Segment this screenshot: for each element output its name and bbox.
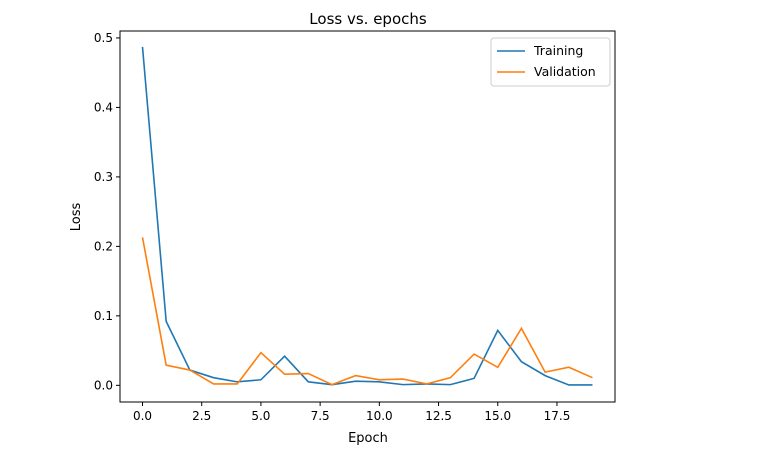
series-line-validation: [143, 237, 593, 384]
x-axis-label: Epoch: [348, 431, 388, 446]
legend: Training Validation: [491, 38, 610, 86]
x-tick-label: 7.5: [311, 409, 330, 423]
x-tick-label: 12.5: [425, 409, 452, 423]
chart-title: Loss vs. epochs: [309, 10, 427, 28]
legend-label: Validation: [534, 64, 596, 79]
y-axis-label: Loss: [69, 203, 84, 232]
x-tick-label: 17.5: [544, 409, 571, 423]
x-tick-label: 15.0: [484, 409, 511, 423]
y-tick-label: 0.3: [94, 170, 113, 184]
x-tick-label: 2.5: [192, 409, 211, 423]
x-tick-label: 5.0: [251, 409, 270, 423]
y-tick-label: 0.0: [94, 378, 113, 392]
x-tick-label: 0.0: [133, 409, 152, 423]
y-tick-label: 0.2: [94, 239, 113, 253]
y-tick-label: 0.5: [94, 31, 113, 45]
legend-label: Training: [533, 43, 583, 58]
y-tick-label: 0.4: [94, 100, 113, 114]
plot-frame: [120, 31, 615, 402]
x-tick-label: 10.0: [366, 409, 393, 423]
y-tick-label: 0.1: [94, 309, 113, 323]
